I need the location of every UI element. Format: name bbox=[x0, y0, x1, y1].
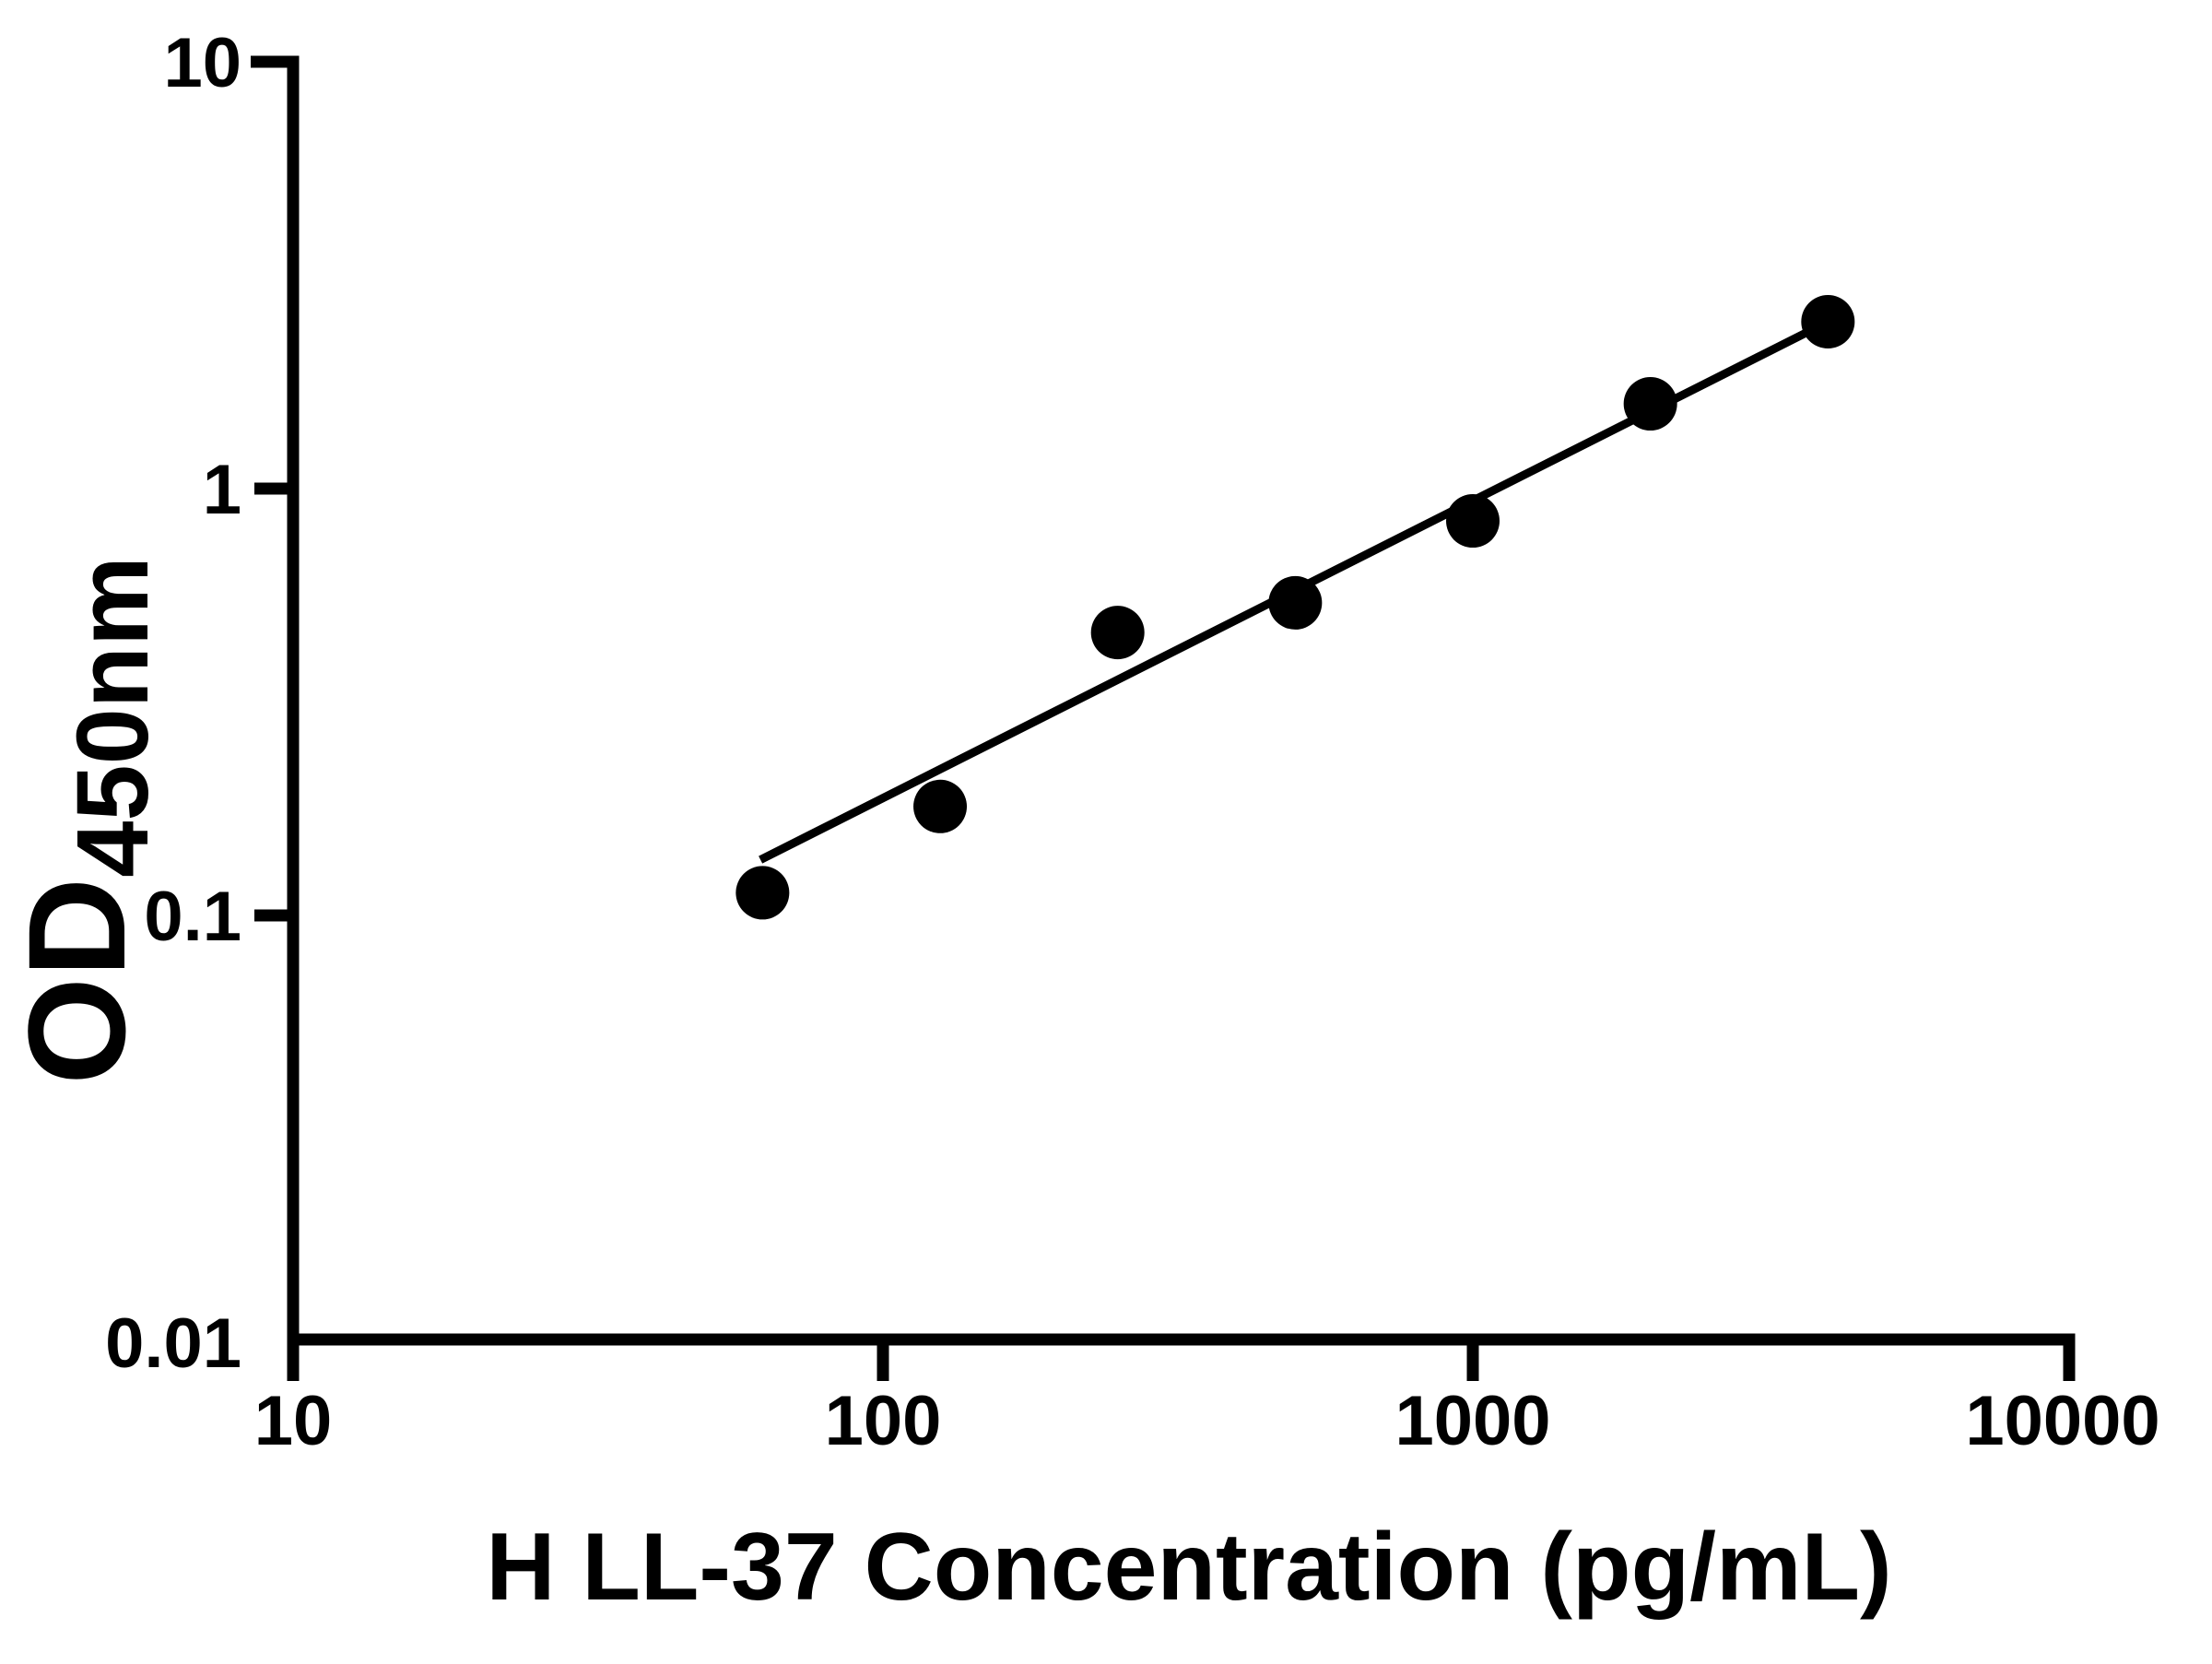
data-point bbox=[1268, 575, 1323, 630]
data-point bbox=[1623, 377, 1677, 431]
data-point bbox=[735, 866, 790, 920]
y-axis-tick-label: 0.01 bbox=[105, 1304, 241, 1383]
data-point bbox=[1446, 494, 1500, 549]
y-axis-tick-label: 0.1 bbox=[144, 878, 241, 956]
data-point bbox=[1090, 606, 1145, 660]
plot-series bbox=[735, 294, 1855, 920]
axis-ticks bbox=[254, 482, 1479, 1381]
data-point bbox=[913, 779, 968, 833]
axes bbox=[251, 55, 2076, 1381]
x-axis-tick-label: 100 bbox=[825, 1382, 942, 1460]
y-axis-tick-label: 10 bbox=[163, 24, 241, 102]
x-axis-title: H LL-37 Concentration (pg/mL) bbox=[486, 1514, 1891, 1621]
x-axis-tick-label: 1000 bbox=[1394, 1382, 1550, 1460]
data-point bbox=[1801, 294, 1855, 348]
y-axis-title: OD450nm bbox=[0, 556, 170, 1085]
x-axis-tick-label: 10000 bbox=[1965, 1382, 2159, 1460]
x-axis-tick-label: 10 bbox=[254, 1382, 333, 1460]
y-axis-title-main-text: OD bbox=[0, 878, 154, 1085]
y-axis-tick-label: 1 bbox=[203, 451, 241, 529]
y-axis-spine bbox=[251, 55, 300, 1381]
x-axis-spine bbox=[288, 1333, 2076, 1381]
y-axis-title-subscript: 450nm bbox=[56, 556, 170, 878]
